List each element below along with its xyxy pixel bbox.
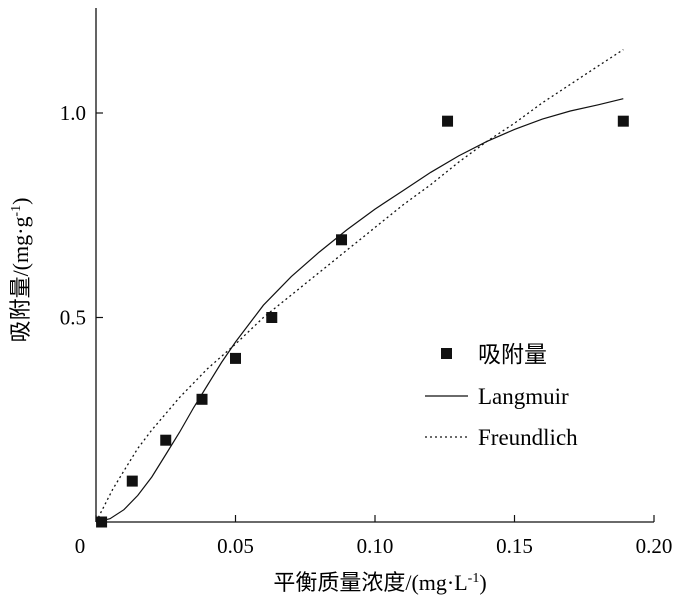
langmuir-curve <box>95 98 624 523</box>
y-axis-label-sup: -1 <box>9 205 24 217</box>
data-point <box>617 115 629 127</box>
x-tick-label: 0.15 <box>496 534 533 558</box>
ticks: 0 0.05 0.10 0.15 0.20 0.5 1.0 <box>60 101 673 558</box>
legend-label-adsorption: 吸附量 <box>478 342 547 367</box>
data-point <box>160 434 172 446</box>
legend-marker-adsorption <box>441 348 452 359</box>
x-tick-label: 0.20 <box>636 534 673 558</box>
data-point <box>96 516 108 528</box>
x-axis-label-close: ) <box>479 570 486 595</box>
x-axis-label-sup: -1 <box>468 571 480 586</box>
fit-curves <box>95 49 624 523</box>
x-axis-label: 平衡质量浓度/(mg·L-1) <box>273 570 486 595</box>
data-point <box>266 312 278 323</box>
data-point <box>230 352 241 364</box>
x-tick-label: 0 <box>75 534 86 558</box>
data-point <box>442 115 454 127</box>
legend-label-langmuir: Langmuir <box>478 384 569 409</box>
x-tick-label: 0.10 <box>357 534 394 558</box>
data-point <box>336 234 348 246</box>
legend-label-freundlich: Freundlich <box>478 425 578 450</box>
x-tick-label: 0.05 <box>217 534 254 558</box>
data-point <box>126 475 138 487</box>
data-markers <box>96 115 629 528</box>
y-axis-label: 吸附量/(mg·g-1) <box>8 198 33 343</box>
data-point <box>196 393 208 405</box>
freundlich-curve <box>95 49 624 523</box>
y-axis-label-close: ) <box>8 198 33 205</box>
legend: 吸附量 Langmuir Freundlich <box>425 342 578 450</box>
y-tick-label: 1.0 <box>60 101 86 125</box>
y-tick-label: 0.5 <box>60 306 86 330</box>
